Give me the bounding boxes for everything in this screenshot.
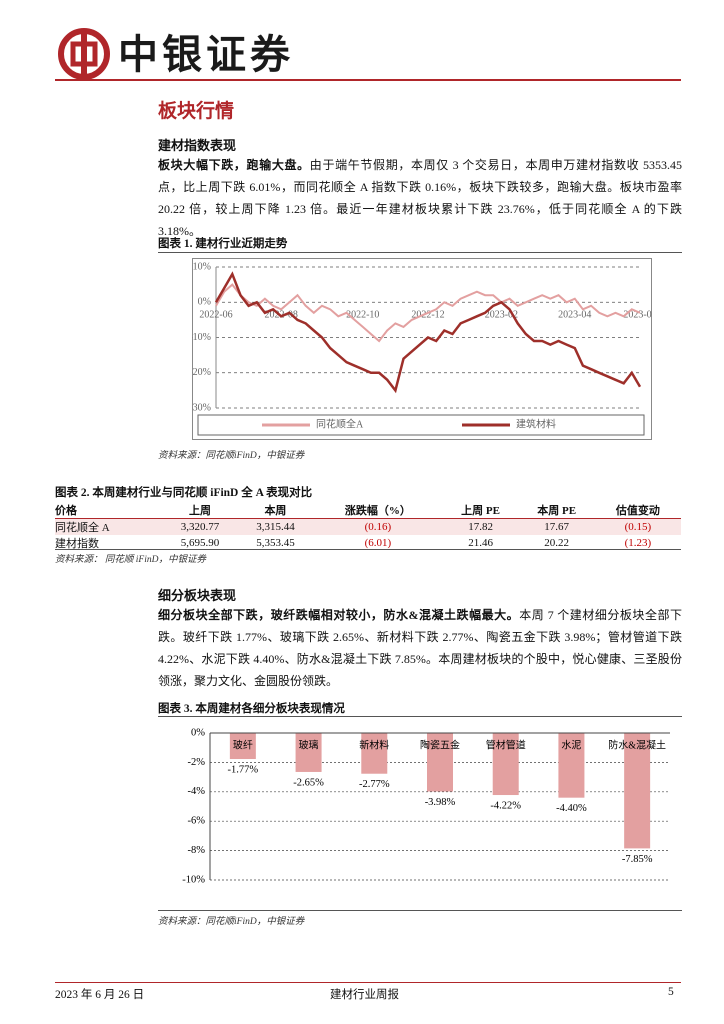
figure-title: 图表 1. 建材行业近期走势 xyxy=(158,238,288,250)
bar xyxy=(361,733,388,774)
y-tick-label: -6% xyxy=(188,816,206,827)
source: 资料来源： 同花顺 iFinD，中银证券 xyxy=(55,555,206,565)
cell: (6.01) xyxy=(364,537,392,549)
column-header: 估值变动 xyxy=(594,502,681,519)
line-series xyxy=(214,271,642,394)
cell: 3,315.44 xyxy=(237,518,314,535)
y-tick-label: 10% xyxy=(193,261,211,272)
table-rule xyxy=(55,549,681,550)
value-label: -4.40% xyxy=(556,803,587,814)
y-tick-label: -10% xyxy=(192,332,211,343)
section-title: 板块行情 xyxy=(158,101,235,122)
line-series xyxy=(215,283,641,343)
bar xyxy=(558,733,585,798)
cell: 5,353.45 xyxy=(256,537,295,549)
cell: (0.16) xyxy=(313,518,443,535)
body: 由于端午节假期，本周仅 3 个交易日，本周申万建材指数收 5353.45 点，比… xyxy=(158,158,682,238)
x-tick-label: 防水&混凝土 xyxy=(608,738,666,751)
footer-date: 2023 年 6 月 26 日 xyxy=(55,989,145,1001)
x-tick-label: 2022-10 xyxy=(346,310,379,321)
y-tick-label: -20% xyxy=(192,367,211,378)
source: 资料来源：同花顺iFinD，中银证券 xyxy=(158,451,305,461)
header-rule xyxy=(55,79,681,81)
column-header: 价格 xyxy=(55,502,163,519)
chart-frame xyxy=(192,258,652,440)
figure-rule xyxy=(158,252,682,253)
column-header: 本周 PE xyxy=(518,502,595,519)
value-label: -4.22% xyxy=(490,800,521,811)
column-header: 上周 xyxy=(162,502,238,519)
brand: 中银证券 xyxy=(118,32,294,77)
cell: 5,695.90 xyxy=(180,537,220,549)
x-tick-label: 陶瓷五金 xyxy=(420,738,460,751)
bar xyxy=(492,733,519,796)
x-tick-label: 玻纤 xyxy=(233,738,253,751)
page-number: 5 xyxy=(668,986,674,998)
lead: 板块大幅下跌，跑输大盘。 xyxy=(158,158,310,172)
cell: 17.67 xyxy=(518,518,595,535)
y-tick-label: -8% xyxy=(188,845,206,856)
figure-rule xyxy=(158,910,682,911)
y-tick-label: -2% xyxy=(188,757,206,768)
column-header: 涨跌幅（%） xyxy=(313,502,443,519)
lead: 细分板块全部下跌，玻纤跌幅相对较小，防水&混凝土跌幅最大。 xyxy=(158,608,520,622)
subsection-title: 细分板块表现 xyxy=(158,588,237,603)
y-tick-label: 0% xyxy=(198,297,211,308)
bar-chart: 0% -2% -4% -6% -8% -10% 玻纤 -1.77% 玻璃 -2.65% 新材料 -2.… xyxy=(182,727,670,885)
x-tick-label: 管材管道 xyxy=(486,738,526,751)
figure-title: 图表 3. 本周建材各细分板块表现情况 xyxy=(158,703,345,715)
cell: (1.23) xyxy=(624,537,652,549)
paragraph: 细分板块全部下跌，玻纤跌幅相对较小，防水&混凝土跌幅最大。本周 7 个建材细分板… xyxy=(158,604,682,692)
legend-box xyxy=(197,414,645,436)
x-tick-label: 2022-12 xyxy=(411,310,444,321)
figure-rule xyxy=(158,716,682,717)
legend-label: 同花顺全A xyxy=(316,417,364,430)
x-tick-label: 2023-06 xyxy=(623,310,652,321)
y-tick-label: -30% xyxy=(192,402,211,413)
line-chart: 10%0%-10%-20%-30%2022-062022-082022-1020… xyxy=(192,258,652,440)
y-tick-label: -10% xyxy=(182,874,205,885)
y-tick-label: 0% xyxy=(191,727,205,738)
cell: 20.22 xyxy=(544,537,570,549)
y-tick-label: -4% xyxy=(188,786,206,797)
table: 价格 上周 本周 涨跌幅（%） 上周 PE 本周 PE 估值变动同花顺全 A 3,320.77… xyxy=(55,502,681,551)
bar xyxy=(229,733,256,760)
column-header: 上周 PE xyxy=(442,502,519,519)
bar xyxy=(295,733,322,772)
cell: 3,320.77 xyxy=(162,518,238,535)
table-title: 图表 2. 本周建材行业与同花顺 iFinD 全 A 表现对比 xyxy=(55,487,313,499)
x-tick-label: 2023-04 xyxy=(558,310,591,321)
logo xyxy=(58,28,110,80)
cell: 21.46 xyxy=(468,537,493,549)
cell: 建材指数 xyxy=(55,538,99,550)
x-tick-label: 2023-02 xyxy=(485,310,518,321)
value-label: -2.77% xyxy=(359,779,390,790)
cell: 同花顺全 A xyxy=(55,518,163,535)
subsection-title: 建材指数表现 xyxy=(158,138,237,153)
paragraph: 板块大幅下跌，跑输大盘。由于端午节假期，本周仅 3 个交易日，本周申万建材指数收… xyxy=(158,154,682,242)
bar xyxy=(427,733,453,792)
footer-report: 建材行业周报 xyxy=(330,989,399,1001)
bar xyxy=(624,733,651,849)
cell: 17.82 xyxy=(442,518,519,535)
x-tick-label: 新材料 xyxy=(359,738,389,751)
value-label: -3.98% xyxy=(425,797,456,808)
x-tick-label: 水泥 xyxy=(561,738,581,751)
legend-label: 建筑材料 xyxy=(516,417,556,430)
body: 本周 7 个建材细分板块全部下跌。玻纤下跌 1.77%、玻璃下跌 2.65%、新… xyxy=(158,608,682,688)
value-label: -2.65% xyxy=(293,777,324,788)
x-tick-label: 玻璃 xyxy=(299,738,319,751)
cell: (0.15) xyxy=(594,518,681,535)
footer-rule xyxy=(55,982,681,983)
column-header: 本周 xyxy=(237,502,314,519)
value-label: -7.85% xyxy=(622,854,653,865)
x-tick-label: 2022-06 xyxy=(199,310,232,321)
source: 资料来源：同花顺iFinD，中银证券 xyxy=(158,917,305,927)
value-label: -1.77% xyxy=(228,764,259,775)
